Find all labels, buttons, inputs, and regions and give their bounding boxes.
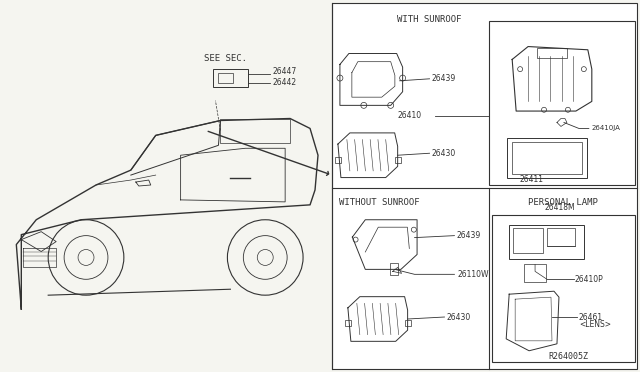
Bar [404, 321, 411, 327]
Text: 26461: 26461 [579, 312, 603, 321]
Text: 26411: 26411 [519, 175, 543, 184]
Text: 26430: 26430 [431, 149, 456, 158]
Bar [345, 321, 351, 327]
Bar [509, 225, 584, 259]
Bar [537, 48, 567, 58]
Text: SEE SEC.: SEE SEC. [204, 54, 247, 64]
Text: 26439: 26439 [431, 74, 456, 83]
Bar [513, 228, 543, 253]
Text: <LENS>: <LENS> [579, 320, 611, 330]
Text: 26110W: 26110W [458, 270, 489, 279]
Text: R264005Z: R264005Z [549, 352, 589, 361]
Bar [218, 73, 234, 83]
Text: 26447: 26447 [272, 67, 296, 76]
Bar [492, 215, 635, 362]
Text: 26410: 26410 [397, 111, 422, 120]
Text: 26418M: 26418M [544, 203, 575, 212]
Bar [335, 157, 341, 163]
Bar [489, 21, 635, 185]
Bar [332, 3, 637, 369]
Text: 26442: 26442 [272, 78, 296, 87]
Bar [507, 138, 587, 178]
Bar [214, 69, 248, 87]
Text: 26430: 26430 [447, 312, 470, 321]
Bar [547, 228, 575, 246]
Text: 26439: 26439 [456, 231, 481, 240]
Text: PERSONAL LAMP: PERSONAL LAMP [528, 198, 598, 207]
Text: WITH SUNROOF: WITH SUNROOF [397, 15, 462, 24]
Text: WITHOUT SUNROOF: WITHOUT SUNROOF [339, 198, 420, 207]
Bar [524, 264, 546, 282]
Bar [512, 142, 582, 174]
Bar [390, 263, 398, 275]
Bar [220, 119, 290, 143]
Bar [395, 157, 401, 163]
Text: 26410P: 26410P [575, 275, 604, 284]
Text: 26410JA: 26410JA [592, 125, 621, 131]
